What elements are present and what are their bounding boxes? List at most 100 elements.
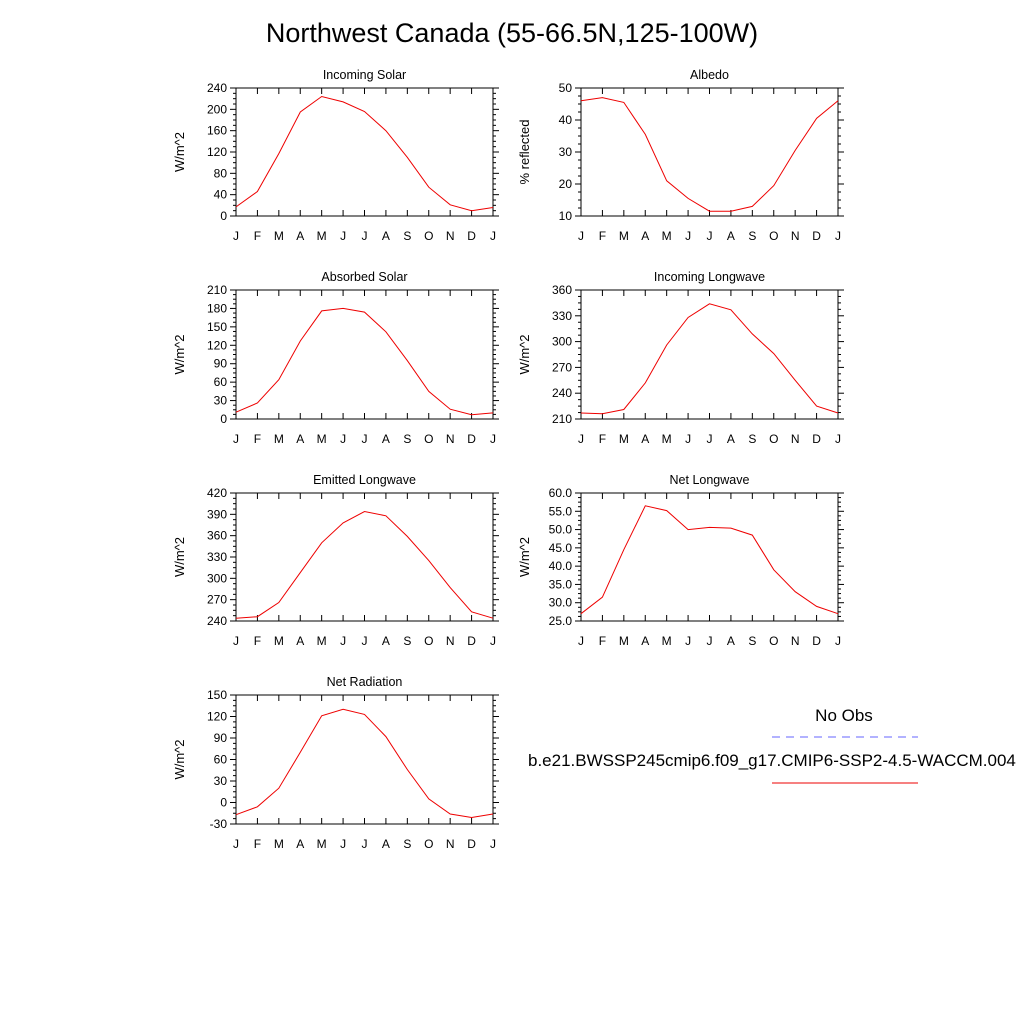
x-tick-label: D bbox=[812, 634, 821, 648]
x-tick-label: A bbox=[641, 634, 649, 648]
plot-frame bbox=[235, 492, 494, 622]
chart-title: Net Longwave bbox=[670, 473, 750, 487]
x-tick-label: J bbox=[233, 837, 239, 851]
plot-frame bbox=[235, 289, 494, 420]
x-tick-label: J bbox=[362, 634, 368, 648]
x-tick-label: J bbox=[490, 432, 496, 446]
y-tick-label: 420 bbox=[207, 486, 227, 500]
x-tick-label: J bbox=[685, 634, 691, 648]
series-line bbox=[235, 510, 494, 619]
x-tick-label: D bbox=[812, 432, 821, 446]
x-tick-label: O bbox=[424, 229, 433, 243]
x-tick-label: M bbox=[619, 432, 629, 446]
x-tick-label: J bbox=[340, 229, 346, 243]
x-tick-label: J bbox=[835, 432, 841, 446]
y-axis-label: W/m^2 bbox=[172, 739, 187, 779]
x-tick-label: J bbox=[233, 432, 239, 446]
y-tick-label: 240 bbox=[207, 614, 227, 628]
y-tick-label: 50 bbox=[559, 81, 573, 95]
x-tick-label: F bbox=[599, 229, 606, 243]
x-tick-label: A bbox=[382, 634, 390, 648]
x-tick-label: D bbox=[467, 634, 476, 648]
x-tick-label: J bbox=[362, 432, 368, 446]
x-tick-label: A bbox=[296, 837, 304, 851]
y-axis-label: % reflected bbox=[517, 119, 532, 184]
x-tick-label: J bbox=[835, 634, 841, 648]
x-tick-label: M bbox=[317, 837, 327, 851]
x-tick-label: F bbox=[254, 837, 261, 851]
x-tick-label: O bbox=[424, 432, 433, 446]
y-tick-label: 240 bbox=[552, 386, 572, 400]
x-tick-label: J bbox=[578, 634, 584, 648]
series-line bbox=[580, 97, 839, 212]
y-tick-label: 45.0 bbox=[549, 541, 573, 555]
y-tick-label: 20 bbox=[559, 177, 573, 191]
x-tick-label: J bbox=[707, 432, 713, 446]
y-tick-label: 80 bbox=[214, 166, 228, 180]
chart-title: Net Radiation bbox=[327, 675, 403, 689]
x-tick-label: F bbox=[599, 634, 606, 648]
series-line bbox=[580, 303, 839, 415]
y-tick-label: 90 bbox=[214, 731, 228, 745]
y-tick-label: 0 bbox=[220, 209, 227, 223]
x-tick-label: J bbox=[490, 229, 496, 243]
x-tick-label: A bbox=[641, 432, 649, 446]
x-tick-label: J bbox=[362, 837, 368, 851]
y-tick-label: 360 bbox=[207, 529, 227, 543]
x-tick-label: J bbox=[490, 837, 496, 851]
y-tick-label: 390 bbox=[207, 507, 227, 521]
y-tick-label: 300 bbox=[207, 571, 227, 585]
x-tick-label: M bbox=[662, 229, 672, 243]
x-tick-label: S bbox=[748, 634, 756, 648]
y-axis-label: W/m^2 bbox=[172, 132, 187, 172]
x-tick-label: M bbox=[662, 432, 672, 446]
x-tick-label: J bbox=[578, 432, 584, 446]
y-axis-label: W/m^2 bbox=[517, 334, 532, 374]
x-tick-label: N bbox=[791, 634, 800, 648]
y-tick-label: 360 bbox=[552, 283, 572, 297]
y-tick-label: 240 bbox=[207, 81, 227, 95]
y-tick-label: 55.0 bbox=[549, 504, 573, 518]
y-tick-label: 10 bbox=[559, 209, 573, 223]
x-tick-label: A bbox=[727, 229, 735, 243]
y-tick-label: 40.0 bbox=[549, 559, 573, 573]
y-tick-label: 120 bbox=[207, 338, 227, 352]
y-tick-label: 25.0 bbox=[549, 614, 573, 628]
y-tick-label: -30 bbox=[210, 817, 228, 831]
x-tick-label: J bbox=[233, 229, 239, 243]
x-tick-label: F bbox=[254, 634, 261, 648]
chart-title: Emitted Longwave bbox=[313, 473, 416, 487]
x-tick-label: A bbox=[296, 432, 304, 446]
y-tick-label: 210 bbox=[552, 412, 572, 426]
x-tick-label: S bbox=[403, 634, 411, 648]
x-tick-label: M bbox=[274, 837, 284, 851]
y-tick-label: 120 bbox=[207, 710, 227, 724]
y-tick-label: 180 bbox=[207, 301, 227, 315]
chart-title: Albedo bbox=[690, 68, 729, 82]
x-tick-label: S bbox=[403, 837, 411, 851]
x-tick-label: J bbox=[340, 634, 346, 648]
y-tick-label: 90 bbox=[214, 357, 228, 371]
x-tick-label: M bbox=[317, 634, 327, 648]
x-tick-label: J bbox=[685, 432, 691, 446]
x-tick-label: M bbox=[619, 634, 629, 648]
plot-frame bbox=[580, 87, 839, 217]
x-tick-label: J bbox=[835, 229, 841, 243]
x-tick-label: M bbox=[662, 634, 672, 648]
y-tick-label: 30 bbox=[214, 774, 228, 788]
y-tick-label: 330 bbox=[207, 550, 227, 564]
x-tick-label: J bbox=[490, 634, 496, 648]
x-tick-label: O bbox=[424, 634, 433, 648]
y-axis-label: W/m^2 bbox=[517, 537, 532, 577]
y-axis-label: W/m^2 bbox=[172, 334, 187, 374]
x-tick-label: M bbox=[274, 229, 284, 243]
x-tick-label: J bbox=[707, 634, 713, 648]
y-tick-label: 200 bbox=[207, 102, 227, 116]
y-tick-label: 150 bbox=[207, 320, 227, 334]
